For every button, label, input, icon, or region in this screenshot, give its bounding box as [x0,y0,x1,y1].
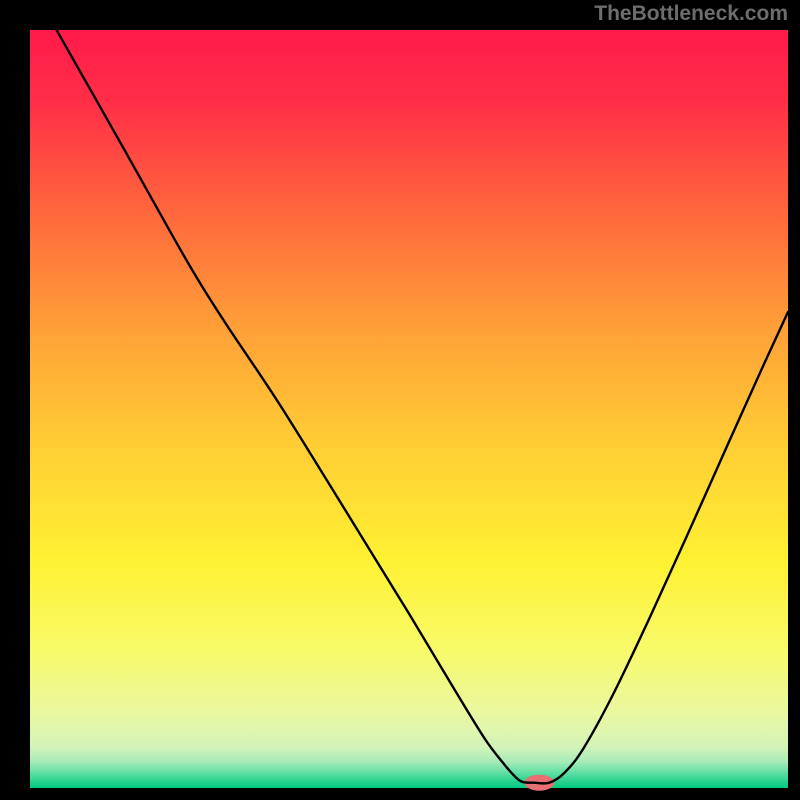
plot-svg [0,0,800,800]
watermark-text: TheBottleneck.com [594,2,788,26]
bottleneck-curve [57,30,788,783]
chart-frame: TheBottleneck.com [0,0,800,800]
plot-area [0,0,800,800]
